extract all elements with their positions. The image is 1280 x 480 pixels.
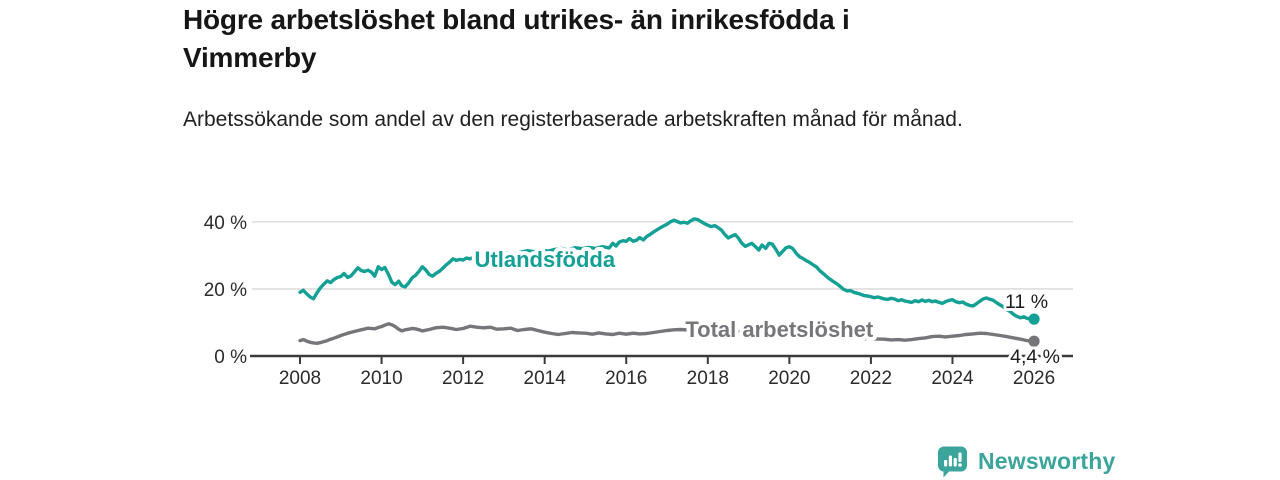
- logo-bar-3: [953, 458, 957, 467]
- series-label-utlandsf-dda: Utlandsfödda: [475, 247, 616, 272]
- series-label-total-arbetsl-shet: Total arbetslöshet: [685, 317, 874, 342]
- chart-subtitle: Arbetssökande som andel av den registerb…: [183, 108, 963, 131]
- logo-exclamation-dot: [958, 463, 962, 467]
- x-axis-tick-label: 2014: [524, 368, 567, 389]
- logo-exclamation-bar: [958, 452, 962, 462]
- series-end-value-label-utlandsf-dda: 11 %: [1005, 291, 1048, 313]
- x-axis-tick-label: 2016: [605, 368, 647, 389]
- x-axis-tick-label: 2008: [279, 368, 321, 389]
- series-end-value-label-total-arbetsl-shet: 4,4 %: [1010, 346, 1060, 368]
- y-axis-tick-label: 40 %: [204, 213, 247, 234]
- x-axis-tick-label: 2024: [931, 368, 974, 389]
- logo-bubble-shape: [937, 446, 967, 478]
- series-end-dot-total-arbetsl-shet: [1028, 335, 1040, 347]
- x-axis-tick-label: 2022: [850, 368, 892, 389]
- x-axis-tick-label: 2012: [442, 368, 484, 389]
- newsworthy-logo-text: Newsworthy: [978, 448, 1116, 474]
- series-line-total-arbetsl-shet: [298, 322, 1036, 345]
- logo-bar-2: [948, 455, 952, 467]
- x-axis-tick-label: 2026: [1013, 368, 1055, 389]
- y-axis-tick-label: 0 %: [214, 347, 247, 368]
- series-end-dot-utlandsf-dda: [1028, 313, 1040, 325]
- x-axis-tick-label: 2020: [768, 368, 810, 389]
- y-axis-tick-label: 20 %: [204, 280, 247, 301]
- logo-bar-1: [944, 460, 948, 467]
- newsworthy-logo-icon: [937, 446, 967, 478]
- newsworthy-logo: Newsworthy: [936, 445, 1115, 478]
- chart-title: Högre arbetslöshet bland utrikes- än inr…: [183, 4, 850, 73]
- x-axis-tick-label: 2010: [360, 368, 402, 389]
- series-line-utlandsf-dda: [298, 217, 1036, 321]
- x-axis-tick-label: 2018: [687, 368, 729, 389]
